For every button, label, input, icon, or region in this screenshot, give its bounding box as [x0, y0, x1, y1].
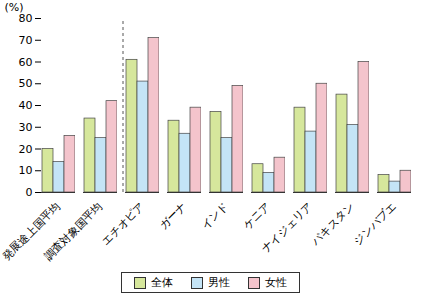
svg-text:ガーナ: ガーナ — [157, 200, 190, 233]
svg-text:ジンバブエ: ジンバブエ — [351, 200, 399, 248]
html-text:女性: 女性 — [265, 276, 287, 289]
svg-text:30: 30 — [19, 121, 33, 134]
svg-text:ケニア: ケニア — [241, 200, 274, 233]
svg-text:40: 40 — [19, 99, 33, 112]
svg-text:20: 20 — [19, 143, 33, 156]
svg-text:インド: インド — [199, 200, 232, 233]
svg-text:調査対象国平均: 調査対象国平均 — [41, 200, 105, 264]
svg-text:70: 70 — [19, 34, 33, 47]
svg-text:0: 0 — [26, 186, 33, 199]
svg-text:60: 60 — [19, 56, 33, 69]
svg-text:80: 80 — [18, 12, 33, 25]
svg-text:10: 10 — [19, 164, 33, 177]
svg-text:パキスタン: パキスタン — [308, 200, 357, 249]
svg-text:エチオピア: エチオピア — [99, 200, 147, 248]
html-text:男性: 男性 — [208, 276, 230, 289]
html-text:全体: 全体 — [151, 276, 173, 289]
svg-text:50: 50 — [19, 77, 33, 90]
svg-text:(%): (%) — [5, 1, 24, 14]
svg-text:ナイジェリア: ナイジェリア — [259, 200, 315, 256]
